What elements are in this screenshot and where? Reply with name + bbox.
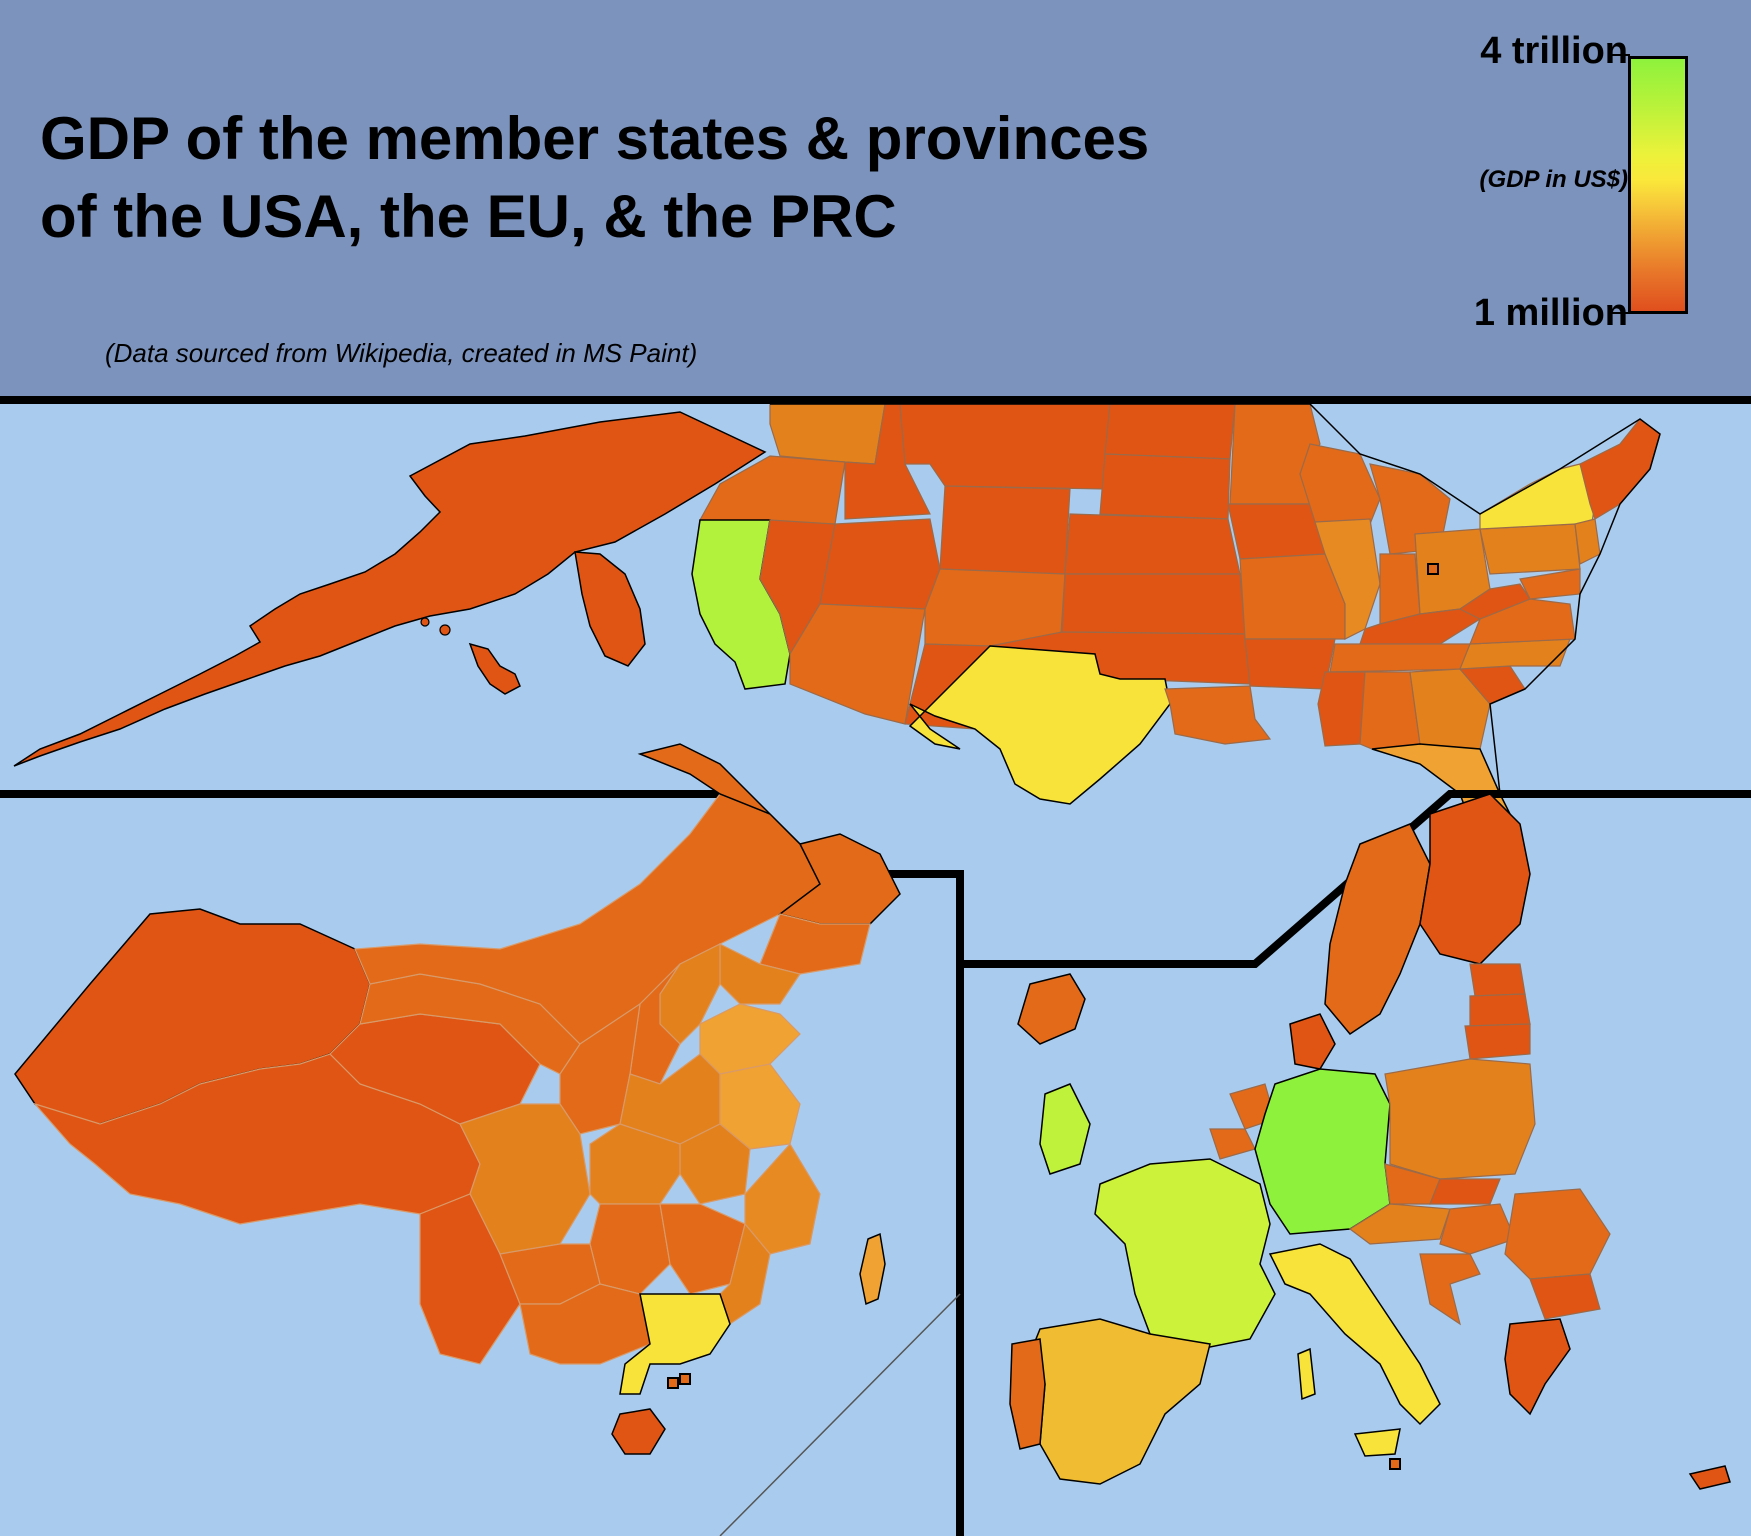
- legend-max-tick: [1610, 54, 1630, 56]
- legend-unit-label: (GDP in US$): [1480, 166, 1628, 194]
- eu-lithuania: [1464, 1023, 1531, 1060]
- usa-outline: [770, 404, 1661, 795]
- usa-hawaii-island: [439, 624, 451, 636]
- usa-tennessee: [1329, 643, 1481, 673]
- eu-malta-marker: [1389, 1458, 1401, 1470]
- eu-estonia: [1469, 963, 1526, 997]
- usa-west-virginia: [1458, 583, 1531, 620]
- eu-italy: [1268, 1243, 1441, 1426]
- eu-ireland: [1017, 973, 1086, 1045]
- legend-min-tick: [1610, 312, 1630, 314]
- title-line-1: GDP of the member states & provinces: [40, 105, 1150, 172]
- prc-yunnan: [419, 1193, 521, 1365]
- usa-south-dakota: [1099, 453, 1231, 520]
- eu-sardinia: [1297, 1347, 1316, 1401]
- page-title: GDP of the member states & provinces of …: [40, 100, 1370, 256]
- usa-north-dakota: [1104, 404, 1236, 460]
- eu-bulgaria: [1529, 1273, 1601, 1320]
- prc-taiwan: [859, 1232, 886, 1306]
- prc-hainan: [611, 1408, 666, 1455]
- usa-washington: [769, 404, 886, 465]
- legend-min-label: 1 million: [1473, 292, 1628, 334]
- prc-map: [14, 743, 901, 1455]
- usa-iowa: [1227, 503, 1326, 560]
- usa-wyoming: [939, 485, 1071, 575]
- eu-latvia: [1469, 993, 1531, 1027]
- eu-uk: [1039, 1083, 1091, 1175]
- usa-georgia: [1409, 668, 1491, 750]
- legend-gradient-bar: [1628, 56, 1688, 314]
- usa-illinois: [1314, 518, 1381, 640]
- eu-sicily: [1353, 1428, 1401, 1457]
- prc-guangdong: [619, 1293, 731, 1395]
- eu-france: [1094, 1158, 1276, 1350]
- eu-portugal: [1009, 1338, 1046, 1450]
- usa-arkansas: [1244, 638, 1336, 690]
- header-panel: GDP of the member states & provinces of …: [0, 0, 1751, 404]
- prc-hubei: [589, 1123, 681, 1205]
- eu-austria: [1348, 1203, 1451, 1245]
- eu-denmark: [1289, 1013, 1336, 1070]
- eu-greece: [1504, 1318, 1571, 1416]
- usa-mississippi: [1317, 671, 1366, 747]
- usa-map: [13, 404, 1661, 875]
- eu-hungary: [1439, 1203, 1516, 1255]
- prc-sichuan: [459, 1103, 591, 1255]
- eu-sweden: [1324, 823, 1431, 1035]
- usa-dc-marker: [1427, 563, 1439, 575]
- legend-unit-text: (GDP in US$): [1479, 166, 1628, 193]
- source-note: (Data sourced from Wikipedia, created in…: [105, 338, 698, 368]
- eu-poland: [1384, 1058, 1536, 1180]
- usa-louisiana: [1164, 685, 1272, 745]
- prc-hong-kong-marker: [679, 1373, 691, 1385]
- usa-missouri: [1239, 553, 1346, 640]
- eu-slovakia: [1429, 1178, 1501, 1205]
- prc-shaanxi: [559, 1002, 641, 1135]
- maps-area: [0, 404, 1751, 1536]
- usa-indiana: [1379, 553, 1421, 625]
- eu-cyprus: [1688, 1465, 1731, 1490]
- usa-kansas: [1061, 573, 1246, 635]
- usa-nebraska: [1064, 513, 1241, 575]
- usa-texas: [908, 645, 1171, 805]
- title-line-2: of the USA, the EU, & the PRC: [40, 183, 897, 250]
- usa-alaska-panhandle: [574, 551, 646, 667]
- usa-hawaii: [468, 642, 521, 695]
- usa-pennsylvania: [1479, 523, 1581, 575]
- eu-germany: [1254, 1068, 1391, 1235]
- eu-finland: [1419, 793, 1531, 965]
- legend-max-label: 4 trillion: [1480, 30, 1628, 72]
- maps-svg: [0, 404, 1751, 1536]
- color-legend: 4 trillion (GDP in US$) 1 million: [1400, 30, 1740, 334]
- eu-croatia: [1419, 1253, 1481, 1326]
- eu-map: [1009, 793, 1731, 1490]
- taiwan-inset-line: [719, 1293, 961, 1536]
- usa-utah: [819, 518, 941, 610]
- usa-hawaii-island: [420, 617, 430, 627]
- prc-macau-marker: [667, 1377, 679, 1389]
- usa-alaska: [13, 411, 767, 767]
